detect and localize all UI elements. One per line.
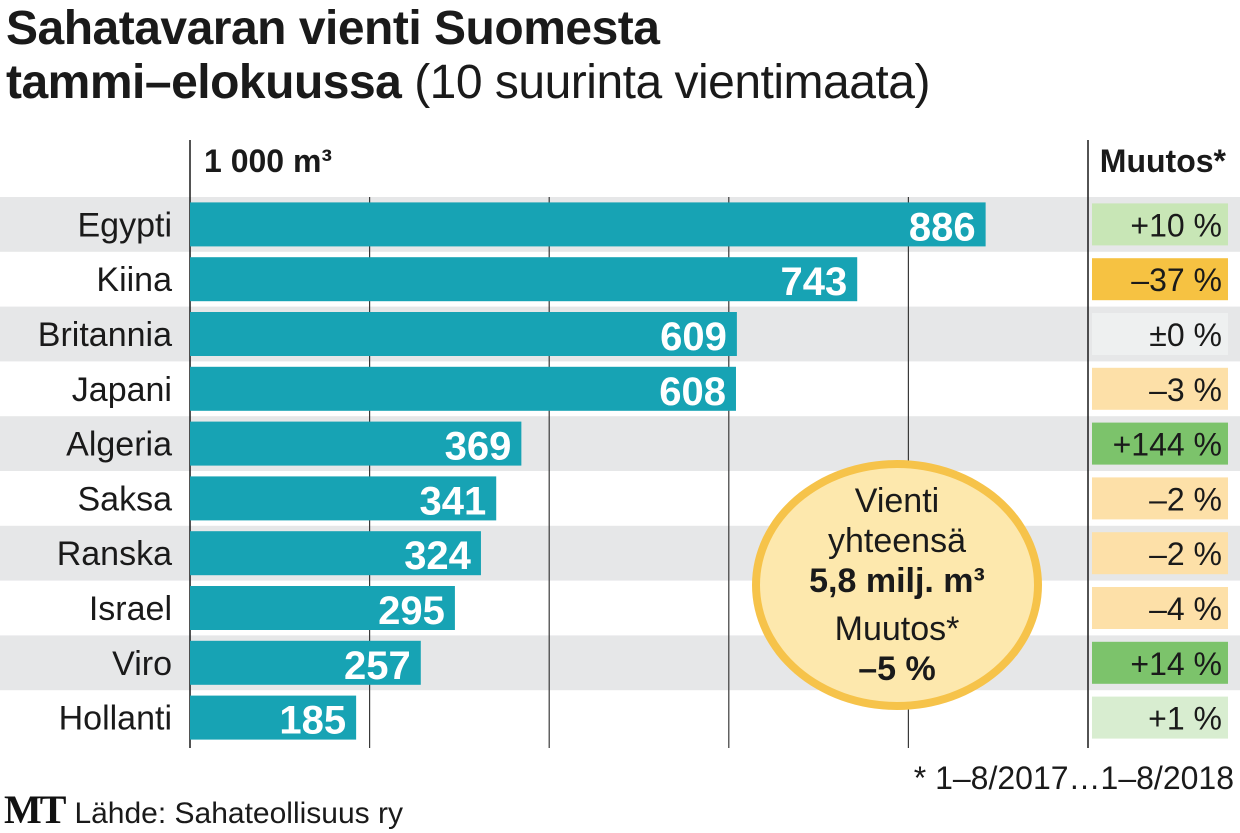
category-label: Japani xyxy=(72,371,172,409)
change-value: –2 % xyxy=(1149,481,1222,517)
data-label: 609 xyxy=(660,315,727,359)
total-label-1: Vienti xyxy=(854,482,940,520)
change-value: +14 % xyxy=(1130,646,1222,682)
change-header: Muutos* xyxy=(1100,143,1227,179)
change-cell xyxy=(1092,422,1228,465)
bar xyxy=(190,640,421,685)
footnote: * 1–8/2017…1–8/2018 xyxy=(913,760,1234,796)
change-value: +144 % xyxy=(1113,427,1222,463)
bar xyxy=(190,312,737,356)
change-value: –2 % xyxy=(1149,536,1222,572)
change-cell xyxy=(1092,587,1228,629)
category-label: Algeria xyxy=(66,426,172,464)
change-value: +1 % xyxy=(1148,701,1222,737)
change-cell xyxy=(1092,203,1228,246)
bar xyxy=(190,476,497,521)
change-cell xyxy=(1092,258,1228,301)
data-label: 886 xyxy=(909,205,976,249)
total-value: 5,8 milj. m³ xyxy=(809,562,985,600)
data-label: 295 xyxy=(378,589,445,633)
total-badge: Vienti yhteensä 5,8 milj. m³ Muutos* –5 … xyxy=(752,460,1042,710)
category-label: Saksa xyxy=(78,480,173,518)
bar xyxy=(190,586,455,630)
change-cell xyxy=(1092,313,1228,355)
category-label: Viro xyxy=(112,645,172,683)
change-cell xyxy=(1092,641,1228,684)
change-value: +10 % xyxy=(1130,207,1222,243)
row-band xyxy=(0,635,1240,691)
source: MT Lähde: Sahateollisuus ry xyxy=(4,786,403,833)
change-cell xyxy=(1092,532,1228,575)
title-line-1: Sahatavaran vienti Suomesta xyxy=(6,2,660,55)
unit-label: 1 000 m³ xyxy=(204,143,332,179)
category-label: Israel xyxy=(89,590,172,628)
change-cell xyxy=(1092,696,1228,739)
data-label: 743 xyxy=(780,260,847,304)
title-line-2-main: tammi–elokuussa xyxy=(6,56,402,109)
title-subtitle: (10 suurinta vientimaata) xyxy=(414,56,930,109)
mt-logo: MT xyxy=(4,787,66,832)
title-line-2: tammi–elokuussa (10 suurinta vientimaata… xyxy=(6,56,1226,110)
category-label: Hollanti xyxy=(59,700,172,738)
bar xyxy=(190,531,481,576)
data-label: 369 xyxy=(445,425,512,469)
data-label: 185 xyxy=(279,699,346,743)
total-change-value: –5 % xyxy=(858,650,936,688)
category-label: Ranska xyxy=(57,535,172,573)
chart-title: Sahatavaran vienti Suomesta tammi–elokuu… xyxy=(6,2,1226,110)
change-cell xyxy=(1092,477,1228,520)
bar xyxy=(190,366,736,411)
total-change-label: Muutos* xyxy=(834,610,960,648)
change-value: –37 % xyxy=(1131,262,1222,298)
bar xyxy=(190,202,986,247)
change-value: –3 % xyxy=(1149,372,1222,408)
data-label: 341 xyxy=(419,479,486,523)
bar xyxy=(190,695,357,740)
category-label: Egypti xyxy=(78,206,173,244)
change-value: –4 % xyxy=(1149,591,1222,627)
row-band xyxy=(0,525,1240,581)
total-label-2: yhteensä xyxy=(828,522,966,560)
data-label: 608 xyxy=(659,370,726,414)
category-label: Kiina xyxy=(96,261,172,299)
bar xyxy=(190,257,858,302)
row-band xyxy=(0,416,1240,471)
data-label: 257 xyxy=(344,644,411,688)
change-value: ±0 % xyxy=(1149,317,1222,353)
category-label: Britannia xyxy=(38,316,172,354)
change-cell xyxy=(1092,367,1228,410)
data-label: 324 xyxy=(404,534,471,578)
source-text: Lähde: Sahateollisuus ry xyxy=(74,797,403,830)
bar xyxy=(190,421,522,466)
